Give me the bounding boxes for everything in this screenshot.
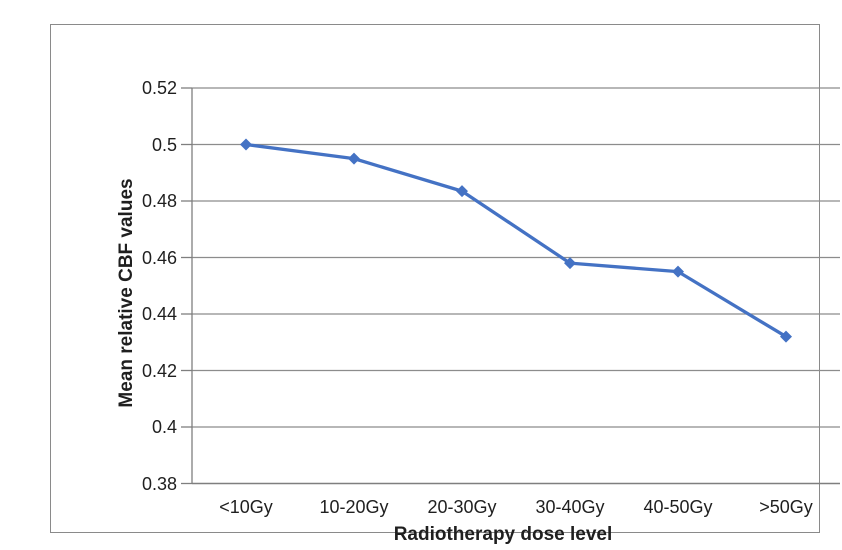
plot-area bbox=[181, 87, 840, 485]
x-tick-label: 30-40Gy bbox=[535, 497, 605, 517]
x-tick-label: 20-30Gy bbox=[427, 497, 497, 517]
y-tick-label: 0.38 bbox=[141, 473, 177, 494]
data-point-marker bbox=[240, 138, 252, 151]
y-tick-label: 0.5 bbox=[151, 134, 177, 155]
data-point-marker bbox=[564, 257, 576, 270]
x-tick-label: >50Gy bbox=[759, 497, 813, 517]
data-point-marker bbox=[672, 265, 684, 278]
x-tick-label: <10Gy bbox=[219, 497, 273, 517]
data-point-marker bbox=[780, 330, 792, 343]
y-tick-label: 0.48 bbox=[141, 191, 177, 211]
x-axis-title: Radiotherapy dose level bbox=[393, 524, 613, 545]
chart-frame: 0.38 0.4 0.42 0.44 0.46 0.48 0.5 0.52 <10Gy 10-2… bbox=[50, 24, 840, 545]
y-tick-label: 0.42 bbox=[141, 360, 177, 381]
y-tick-label: 0.4 bbox=[151, 417, 177, 437]
x-tick-label: 40-50Gy bbox=[643, 497, 713, 517]
data-point-marker bbox=[348, 152, 360, 165]
x-tick-label: 10-20Gy bbox=[319, 497, 389, 517]
y-tick-label: 0.44 bbox=[141, 304, 177, 324]
y-tick-label: 0.52 bbox=[141, 78, 177, 98]
data-line bbox=[244, 142, 788, 339]
y-tick-label: 0.46 bbox=[141, 247, 177, 268]
y-axis-title: Mean relative CBF values bbox=[116, 178, 137, 408]
data-point-marker bbox=[456, 185, 468, 198]
